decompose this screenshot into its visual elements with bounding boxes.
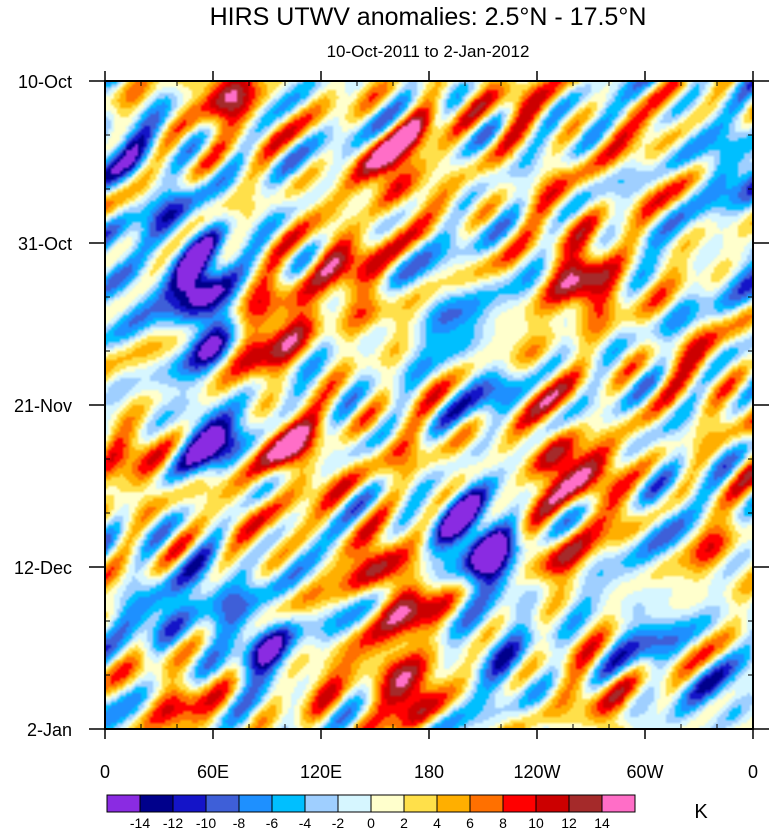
chart-title: HIRS UTWV anomalies: 2.5°N - 17.5°N xyxy=(210,3,647,31)
colorbar-label: 14 xyxy=(594,815,610,830)
colorbar-swatch xyxy=(106,794,141,813)
y-tick-label: 21-Nov xyxy=(14,396,72,416)
chart-subtitle: 10-Oct-2011 to 2-Jan-2012 xyxy=(327,42,530,61)
colorbar-swatch xyxy=(271,794,306,813)
colorbar-label: 0 xyxy=(367,815,375,830)
y-tick-label: 31-Oct xyxy=(18,234,72,254)
colorbar-swatch xyxy=(502,794,537,813)
y-tick-label: 10-Oct xyxy=(18,72,72,92)
colorbar-label: 4 xyxy=(433,815,441,830)
y-axis: 10-Oct 31-Oct 21-Nov 12-Dec 2-Jan xyxy=(14,72,769,740)
y-tick-label: 12-Dec xyxy=(14,558,72,578)
colorbar-label: 2 xyxy=(400,815,408,830)
colorbar-swatch xyxy=(601,794,636,813)
colorbar-swatch xyxy=(139,794,174,813)
x-axis: 0 60E 120E 180 120W 60W 0 xyxy=(100,71,758,782)
colorbar-swatch xyxy=(337,794,372,813)
colorbar-label: 8 xyxy=(499,815,507,830)
colorbar-swatch xyxy=(403,794,438,813)
colorbar-label: -14 xyxy=(130,815,150,830)
colorbar-swatch xyxy=(238,794,273,813)
x-tick-label: 180 xyxy=(414,762,444,782)
x-tick-label: 120W xyxy=(513,762,560,782)
colorbar-swatch xyxy=(172,794,207,813)
x-tick-label: 0 xyxy=(100,762,110,782)
colorbar-units: K xyxy=(694,801,708,823)
anomaly-field xyxy=(105,81,753,729)
colorbar-label: 10 xyxy=(528,815,544,830)
colorbar-label: -10 xyxy=(196,815,216,830)
colorbar-label: 6 xyxy=(466,815,474,830)
x-tick-label: 0 xyxy=(748,762,758,782)
colorbar-label: -12 xyxy=(163,815,183,830)
colorbar-swatch xyxy=(370,794,405,813)
colorbar: -14 -12 -10 -8 -6 -4 -2 0 2 4 6 8 10 12 14 xyxy=(106,794,636,830)
colorbar-swatch xyxy=(304,794,339,813)
colorbar-swatch xyxy=(436,794,471,813)
colorbar-swatch xyxy=(568,794,603,813)
colorbar-label: -4 xyxy=(299,815,312,830)
colorbar-label: -2 xyxy=(332,815,345,830)
colorbar-swatch xyxy=(535,794,570,813)
y-tick-label: 2-Jan xyxy=(27,720,72,740)
colorbar-swatch xyxy=(469,794,504,813)
colorbar-label: 12 xyxy=(561,815,577,830)
colorbar-label: -8 xyxy=(233,815,246,830)
x-tick-label: 120E xyxy=(300,762,342,782)
plot-area xyxy=(104,80,754,730)
colorbar-label: -6 xyxy=(266,815,279,830)
colorbar-swatch xyxy=(205,794,240,813)
x-tick-label: 60W xyxy=(626,762,663,782)
x-tick-label: 60E xyxy=(197,762,229,782)
